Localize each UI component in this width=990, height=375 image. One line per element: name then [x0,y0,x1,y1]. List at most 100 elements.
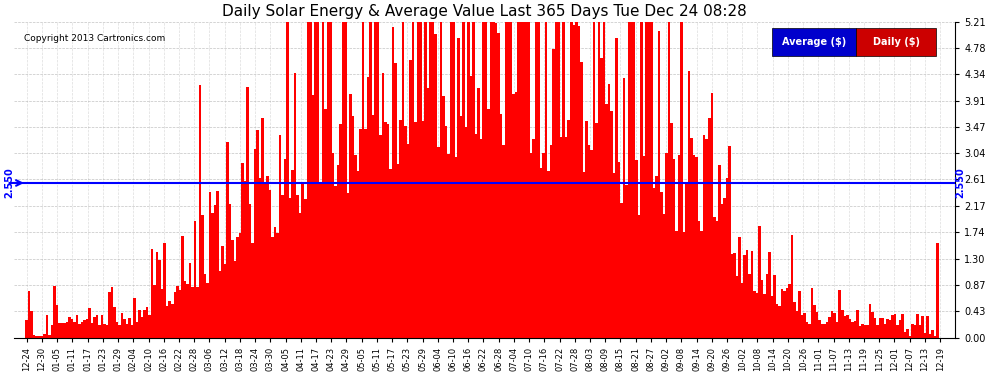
Bar [647,22,650,338]
Bar [394,63,397,338]
Bar [351,116,354,338]
Bar [530,153,533,338]
Bar [374,22,377,338]
Bar [565,137,567,338]
Bar [186,284,188,338]
Bar [492,22,495,338]
Bar [50,326,53,338]
Bar [793,302,796,338]
Bar [778,306,781,338]
Bar [856,309,858,338]
Bar [781,289,783,338]
Bar [440,22,442,338]
Bar [302,182,304,338]
Bar [65,321,68,338]
Bar [739,237,741,338]
Bar [678,155,680,338]
Bar [299,213,302,338]
Bar [340,124,342,338]
Bar [226,142,229,338]
Bar [502,145,505,338]
Bar [372,115,374,338]
Bar [53,286,55,338]
Bar [731,254,734,338]
Bar [557,22,560,338]
Text: 2.550: 2.550 [955,168,965,198]
Bar [472,22,474,338]
Bar [675,231,678,338]
Bar [139,310,141,338]
Bar [261,118,264,338]
Bar [232,240,234,338]
Bar [269,190,271,338]
Bar [638,214,641,338]
Bar [801,315,803,338]
Bar [392,27,394,338]
Bar [834,314,836,338]
Bar [917,314,919,338]
Bar [703,135,706,338]
Bar [826,322,829,338]
Bar [896,325,899,338]
FancyBboxPatch shape [771,28,856,57]
Bar [819,320,821,338]
Bar [518,22,520,338]
Bar [871,312,873,338]
Bar [623,78,626,338]
Bar [477,88,479,338]
Bar [264,184,266,338]
Bar [552,49,555,338]
Bar [726,178,728,338]
Bar [43,334,46,338]
Bar [73,322,75,338]
Bar [78,324,80,338]
Bar [219,271,221,338]
Bar [846,315,848,338]
Bar [221,246,224,338]
Bar [600,58,603,338]
Bar [342,22,345,338]
Bar [124,319,126,338]
Bar [96,315,98,338]
Bar [540,168,543,338]
Bar [660,192,663,338]
Bar [652,188,655,338]
Bar [224,264,226,338]
Bar [449,22,452,338]
Bar [791,235,793,338]
Bar [196,286,199,338]
Bar [841,310,843,338]
Bar [86,319,88,338]
Bar [533,139,535,338]
Bar [304,199,307,338]
Bar [216,191,219,338]
Bar [836,322,839,338]
Bar [690,138,693,338]
Bar [83,321,86,338]
Bar [734,253,736,338]
Bar [760,280,763,338]
Bar [512,94,515,338]
Bar [103,324,106,338]
Bar [523,22,525,338]
Bar [329,22,332,338]
Text: Copyright 2013 Cartronics.com: Copyright 2013 Cartronics.com [24,34,164,44]
Bar [858,326,861,338]
Bar [121,312,124,338]
Bar [909,336,911,338]
Bar [464,127,467,338]
Bar [932,330,934,338]
Bar [141,317,144,338]
Bar [281,195,284,338]
Bar [319,184,322,338]
Bar [36,336,38,338]
Bar [605,104,608,338]
Bar [91,323,93,338]
Bar [645,22,647,338]
Bar [445,126,447,338]
Bar [806,322,809,338]
Bar [266,176,269,338]
Bar [901,315,904,338]
Bar [753,291,755,338]
FancyBboxPatch shape [856,28,937,57]
